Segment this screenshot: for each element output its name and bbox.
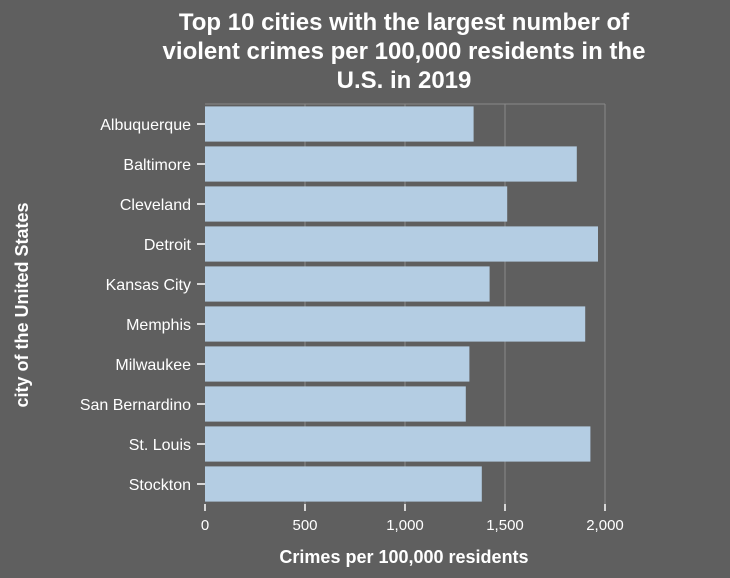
x-axis: 0 500 1,000 1,500 2,000 [201,504,624,534]
y-tick-label: Albuquerque [100,117,191,134]
y-tick-label: Baltimore [123,157,191,174]
x-tick-label: 500 [292,517,317,534]
chart-title-line-2: violent crimes per 100,000 residents in … [163,38,646,65]
bar [205,386,466,421]
y-axis: Albuquerque Baltimore Cleveland Detroit Kans… [80,117,205,494]
y-tick-label: St. Louis [129,437,191,454]
y-tick-label: Cleveland [120,197,191,214]
y-axis-title: city of the United States [12,202,32,407]
x-tick-label: 0 [201,517,209,534]
bar [205,306,585,341]
bar [205,146,577,181]
y-tick-label: San Bernardino [80,397,191,414]
y-tick-label: Kansas City [106,277,191,294]
y-tick-label: Memphis [126,317,191,334]
x-tick-label: 2,000 [586,517,624,534]
bar [205,426,590,461]
y-tick-label: Milwaukee [115,357,191,374]
bar [205,466,482,501]
x-axis-title: Crimes per 100,000 residents [279,547,528,567]
y-tick-label: Detroit [144,237,192,254]
bar [205,186,507,221]
y-tick-label: Stockton [129,477,191,494]
bar [205,346,469,381]
bar [205,106,474,141]
chart-title-line-1: Top 10 cities with the largest number of [179,9,630,36]
x-tick-label: 1,000 [386,517,424,534]
bar [205,266,490,301]
chart-title-line-3: U.S. in 2019 [337,67,472,94]
x-tick-label: 1,500 [486,517,524,534]
bar [205,226,598,261]
